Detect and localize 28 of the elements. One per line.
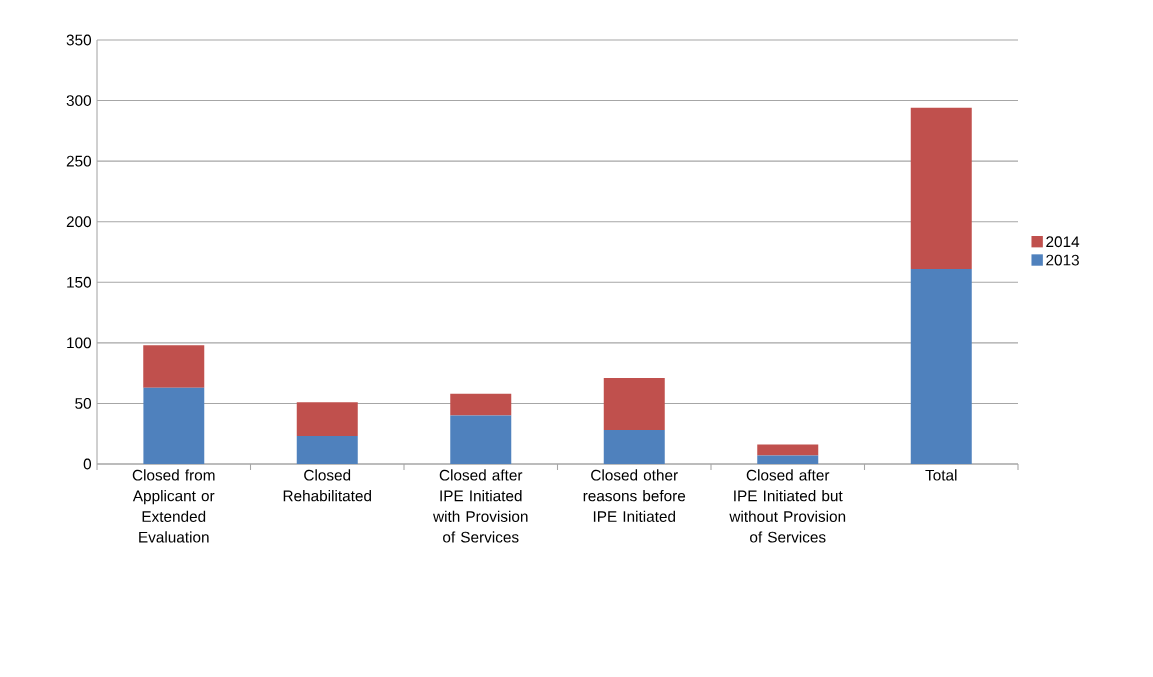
- bar: [450, 415, 512, 464]
- bar: [450, 393, 512, 416]
- y-tick-label: 350: [66, 34, 92, 46]
- y-tick-label: 100: [67, 337, 92, 349]
- bar: [757, 455, 819, 464]
- bar: [910, 107, 972, 269]
- bar: [910, 268, 972, 464]
- x-tick-label: Closed other reasons before IPE Initiated: [583, 469, 686, 522]
- y-tick-label: 250: [66, 155, 92, 167]
- y-tick-label: 150: [67, 276, 92, 288]
- legend-label: 2013: [1046, 254, 1079, 266]
- bar: [143, 387, 205, 464]
- bar: [603, 430, 665, 464]
- y-tick-label: 200: [66, 216, 92, 228]
- x-tick-label: Closed from Applicant or Extended Evaluation: [132, 469, 215, 543]
- bar: [296, 402, 358, 437]
- x-tick-label: Closed after IPE Initiated with Provision of Services: [433, 469, 528, 543]
- y-tick-label: 50: [75, 397, 92, 409]
- bar: [603, 377, 665, 431]
- bar: [757, 444, 819, 456]
- y-tick-label: 0: [83, 458, 92, 470]
- y-tick-label: 300: [66, 95, 92, 106]
- bar: [296, 436, 358, 464]
- bar: [143, 345, 205, 388]
- x-tick-label: Closed after IPE Initiated but without Provision of Services: [729, 469, 846, 543]
- x-tick-label: Closed Rehabilitated: [283, 469, 371, 502]
- x-tick-label: Total: [925, 469, 957, 481]
- legend-label: 2014: [1046, 236, 1080, 248]
